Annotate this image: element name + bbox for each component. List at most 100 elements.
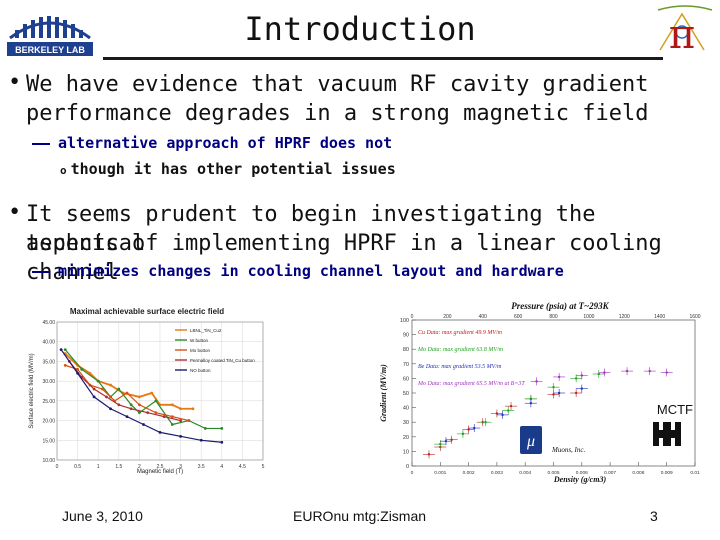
y-tick-label: 70 (403, 362, 409, 368)
top-tick-label: 400 (479, 314, 488, 320)
sub-sub-bullet-1: o though it has other potential issues (60, 160, 396, 178)
top-tick-label: 1200 (619, 314, 630, 320)
data-point (450, 438, 453, 441)
data-point (203, 427, 207, 430)
series-line (65, 364, 189, 422)
data-point (109, 407, 112, 411)
surface-field-chart: Maximal achievable surface electric fiel… (25, 300, 270, 475)
legend-entry: Cu Data: max gradient 49.9 MV/m (418, 329, 503, 336)
legend-entry: Mo Data: max gradient 63.8 MV/m (417, 347, 504, 353)
data-point (574, 391, 578, 395)
data-point (76, 371, 79, 375)
x-tick-label: 0.009 (661, 470, 673, 476)
x-tick-label: 0 (56, 464, 59, 470)
legend-entry: Mo button (190, 348, 211, 353)
mctf-label: MCTF (657, 402, 693, 417)
legend-entry: Mo Data: max gradient 65.5 MV/m at B=3T (417, 381, 525, 387)
chart-title: Pressure (psia) at T~293K (511, 301, 609, 311)
x-tick-label: 0.006 (576, 470, 588, 476)
top-tick-label: 1600 (689, 314, 700, 320)
data-point (427, 453, 431, 456)
x-tick-label: 0.002 (463, 470, 475, 476)
x-tick-label: 1 (97, 464, 100, 470)
y-tick-label: 10 (403, 449, 409, 455)
fermilab-logo (653, 422, 681, 446)
data-point (473, 426, 476, 430)
y-tick-label: 15.00 (42, 438, 55, 444)
data-point (150, 391, 154, 395)
y-tick-label: 50 (403, 391, 409, 397)
data-point (529, 397, 533, 401)
footer-center: EUROnu mtg:Zisman (293, 508, 427, 524)
data-point (509, 404, 513, 408)
data-point (138, 403, 141, 407)
data-point (105, 395, 108, 399)
legend-entry: LBNL_TiN_Cu2 (190, 328, 222, 333)
data-point (146, 411, 150, 415)
data-point (63, 348, 67, 351)
data-point (100, 387, 104, 391)
data-point (109, 383, 112, 387)
y-tick-label: 0 (406, 464, 409, 470)
y-tick-label: 40.00 (42, 340, 55, 346)
x-axis-label: Magnetic field (T) (137, 469, 183, 475)
data-point (129, 407, 133, 411)
data-point (574, 377, 578, 380)
data-point (179, 407, 183, 411)
data-point (158, 431, 162, 434)
data-point (461, 432, 465, 436)
data-point (76, 367, 79, 371)
data-point (179, 434, 183, 438)
y-tick-label: 90 (403, 333, 409, 339)
bullet-1-line-1: We have evidence that vacuum RF cavity g… (26, 72, 649, 97)
data-point (552, 385, 555, 389)
data-point (529, 402, 533, 405)
data-point (501, 413, 504, 417)
x-tick-label: 0.01 (690, 470, 700, 476)
dash-marker (32, 270, 50, 273)
data-point (444, 439, 448, 443)
data-point (138, 395, 141, 399)
logo-bar (653, 422, 659, 446)
x-tick-label: 3.5 (198, 464, 205, 470)
series-line (64, 349, 222, 430)
data-point (557, 375, 561, 379)
top-tick-label: 800 (549, 314, 558, 320)
y-tick-label: 45.00 (42, 320, 55, 326)
y-tick-label: 30 (403, 420, 409, 426)
legend-entry: Permalloy coated TiN_Cu button (190, 358, 255, 363)
data-point (170, 423, 174, 426)
data-point (92, 395, 96, 399)
legend-entry: NO button (190, 368, 211, 373)
data-point (557, 391, 561, 395)
dash-marker (32, 142, 50, 145)
sub-bullet-1-text: alternative approach of HPRF does not (58, 134, 393, 152)
sub-bullet-1: alternative approach of HPRF does not (32, 134, 392, 152)
data-point (191, 407, 195, 411)
x-tick-label: 0.007 (604, 470, 616, 476)
x-tick-label: 0.001 (434, 470, 446, 476)
logo-bar (653, 430, 681, 438)
data-point (597, 372, 600, 376)
x-tick-label: 1.5 (115, 464, 122, 470)
data-point (580, 374, 583, 377)
y-axis-label: Surface electric field (MV/m) (29, 353, 35, 428)
data-point (170, 403, 174, 407)
data-point (154, 399, 158, 403)
x-tick-label: 0 (411, 470, 414, 476)
data-point (603, 371, 606, 374)
data-point (665, 371, 668, 374)
pi-symbol: π (669, 12, 695, 58)
sub-bullet-2-text: minimizes changes in cooling channel lay… (58, 262, 564, 280)
y-tick-label: 80 (403, 347, 409, 353)
top-tick-label: 0 (411, 314, 414, 320)
y-tick-label: 10.00 (42, 458, 55, 464)
legend-entry: Be Data: max gradient 53.5 MV/m (418, 364, 502, 370)
top-tick-label: 200 (443, 314, 452, 320)
y-axis-label: Gradient (MV/m) (379, 364, 388, 422)
page-number: 3 (650, 508, 658, 524)
data-point (495, 412, 499, 415)
data-point (138, 411, 141, 415)
data-point (552, 393, 555, 396)
x-tick-label: 0.004 (519, 470, 531, 476)
